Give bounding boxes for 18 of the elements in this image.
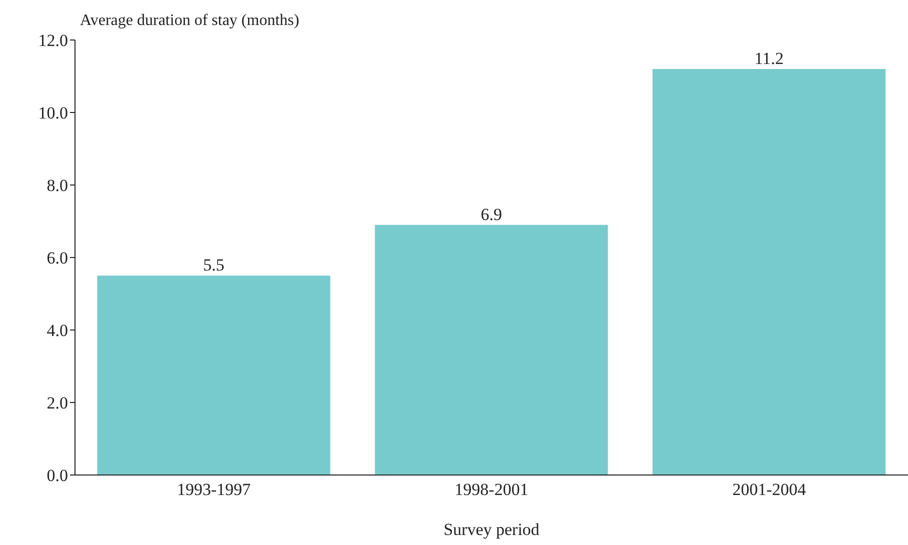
- y-tick-label: 4.0: [46, 321, 68, 340]
- y-axis-title: Average duration of stay (months): [80, 12, 300, 30]
- data-label: 6.9: [480, 204, 502, 224]
- y-tick-label: 12.0: [38, 31, 68, 50]
- y-tick-label: 6.0: [46, 248, 68, 268]
- x-tick-label: 1998-2001: [454, 480, 528, 500]
- data-label: 11.2: [754, 49, 784, 68]
- x-tick-label: 2001-2004: [732, 480, 806, 500]
- y-tick-label: 2.0: [46, 394, 68, 413]
- bar: [652, 69, 886, 475]
- bar: [374, 224, 608, 475]
- data-label: 5.5: [203, 256, 224, 275]
- y-tick-label: 10.0: [38, 104, 68, 123]
- y-tick-label: 0.0: [46, 466, 68, 486]
- x-tick-label: 1993-1997: [176, 480, 252, 500]
- x-axis-title: Survey period: [444, 520, 540, 539]
- bar: [97, 276, 330, 475]
- y-tick-label: 8.0: [46, 176, 68, 196]
